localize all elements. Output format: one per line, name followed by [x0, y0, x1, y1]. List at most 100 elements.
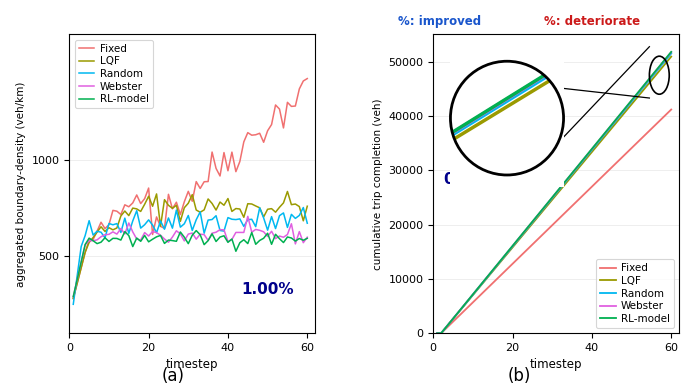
- X-axis label: timestep: timestep: [166, 358, 218, 372]
- Random: [667, 51, 676, 56]
- Random: [509, 244, 517, 249]
- Random: [137, 226, 145, 231]
- Webster: [216, 228, 224, 232]
- Webster: [493, 263, 501, 268]
- RL-model: [148, 237, 157, 242]
- Webster: [69, 294, 78, 299]
- Webster: [129, 229, 137, 234]
- Fixed: [109, 208, 117, 213]
- Random: [433, 331, 441, 336]
- Text: %: deteriorate: %: deteriorate: [545, 15, 640, 28]
- Random: [148, 223, 157, 228]
- LQF: [129, 206, 137, 210]
- Line: RL-model: RL-model: [73, 231, 307, 296]
- Random: [303, 221, 311, 226]
- Random: [129, 219, 137, 223]
- RL-model: [512, 239, 520, 243]
- RL-model: [137, 239, 145, 244]
- RL-model: [667, 49, 676, 54]
- Fixed: [129, 201, 137, 205]
- RL-model: [129, 244, 137, 249]
- RL-model: [192, 228, 200, 233]
- Webster: [109, 229, 117, 234]
- Random: [69, 302, 78, 307]
- LQF: [216, 200, 224, 205]
- Fixed: [69, 296, 78, 301]
- Webster: [509, 244, 517, 248]
- Text: %: improved: %: improved: [398, 15, 482, 28]
- Random: [500, 254, 509, 259]
- Line: Fixed: Fixed: [437, 110, 672, 333]
- Webster: [473, 287, 481, 292]
- Fixed: [493, 277, 501, 282]
- LQF: [69, 296, 78, 301]
- RL-model: [220, 234, 228, 238]
- Line: Webster: Webster: [437, 52, 672, 333]
- Fixed: [303, 76, 311, 81]
- LQF: [137, 209, 145, 214]
- Random: [144, 218, 152, 222]
- Random: [216, 228, 224, 233]
- Line: Random: Random: [73, 208, 307, 304]
- Fixed: [473, 296, 481, 301]
- Fixed: [500, 269, 509, 274]
- RL-model: [144, 239, 152, 244]
- Text: 1.00%: 1.00%: [241, 282, 294, 297]
- LQF: [144, 194, 152, 198]
- Webster: [137, 238, 145, 242]
- Random: [109, 223, 117, 227]
- Webster: [148, 229, 157, 234]
- Fixed: [667, 107, 676, 112]
- RL-model: [433, 331, 441, 336]
- Webster: [512, 239, 520, 244]
- Webster: [144, 234, 152, 238]
- Random: [493, 264, 501, 268]
- Fixed: [137, 201, 145, 206]
- LQF: [512, 240, 520, 245]
- RL-model: [303, 236, 311, 241]
- Webster: [580, 157, 588, 161]
- RL-model: [580, 156, 588, 161]
- Line: RL-model: RL-model: [437, 52, 672, 333]
- Line: Random: Random: [437, 54, 672, 333]
- Random: [580, 157, 588, 162]
- Line: Webster: Webster: [73, 216, 307, 296]
- LQF: [109, 228, 117, 232]
- RL-model: [509, 244, 517, 248]
- Webster: [303, 235, 311, 239]
- LQF: [303, 204, 311, 208]
- Fixed: [433, 331, 441, 336]
- Y-axis label: cumulative trip completion (veh): cumulative trip completion (veh): [373, 98, 383, 270]
- Fixed: [512, 258, 520, 262]
- LQF: [433, 331, 441, 336]
- Legend: Fixed, LQF, Random, Webster, RL-model: Fixed, LQF, Random, Webster, RL-model: [596, 259, 674, 328]
- Fixed: [148, 232, 157, 237]
- LQF: [473, 288, 481, 293]
- Random: [512, 239, 520, 244]
- LQF: [580, 159, 588, 164]
- Fixed: [144, 186, 152, 190]
- Line: LQF: LQF: [73, 192, 307, 298]
- LQF: [500, 255, 509, 259]
- Legend: Fixed, LQF, Random, Webster, RL-model: Fixed, LQF, Random, Webster, RL-model: [75, 40, 152, 108]
- RL-model: [69, 294, 78, 299]
- LQF: [148, 204, 157, 209]
- Fixed: [509, 262, 517, 266]
- Webster: [500, 254, 509, 258]
- Y-axis label: aggregated boundary-density (veh/km): aggregated boundary-density (veh/km): [16, 81, 26, 286]
- Line: Fixed: Fixed: [73, 79, 307, 298]
- Webster: [433, 331, 441, 336]
- RL-model: [493, 263, 501, 268]
- LQF: [667, 54, 676, 59]
- Line: LQF: LQF: [437, 57, 672, 333]
- LQF: [493, 264, 501, 269]
- LQF: [283, 189, 292, 194]
- Text: 0.06%: 0.06%: [443, 172, 496, 187]
- X-axis label: timestep: timestep: [530, 358, 582, 372]
- Random: [473, 288, 481, 292]
- Text: (b): (b): [508, 367, 532, 383]
- RL-model: [473, 287, 481, 292]
- Webster: [667, 50, 676, 54]
- Fixed: [580, 192, 588, 197]
- RL-model: [109, 236, 117, 241]
